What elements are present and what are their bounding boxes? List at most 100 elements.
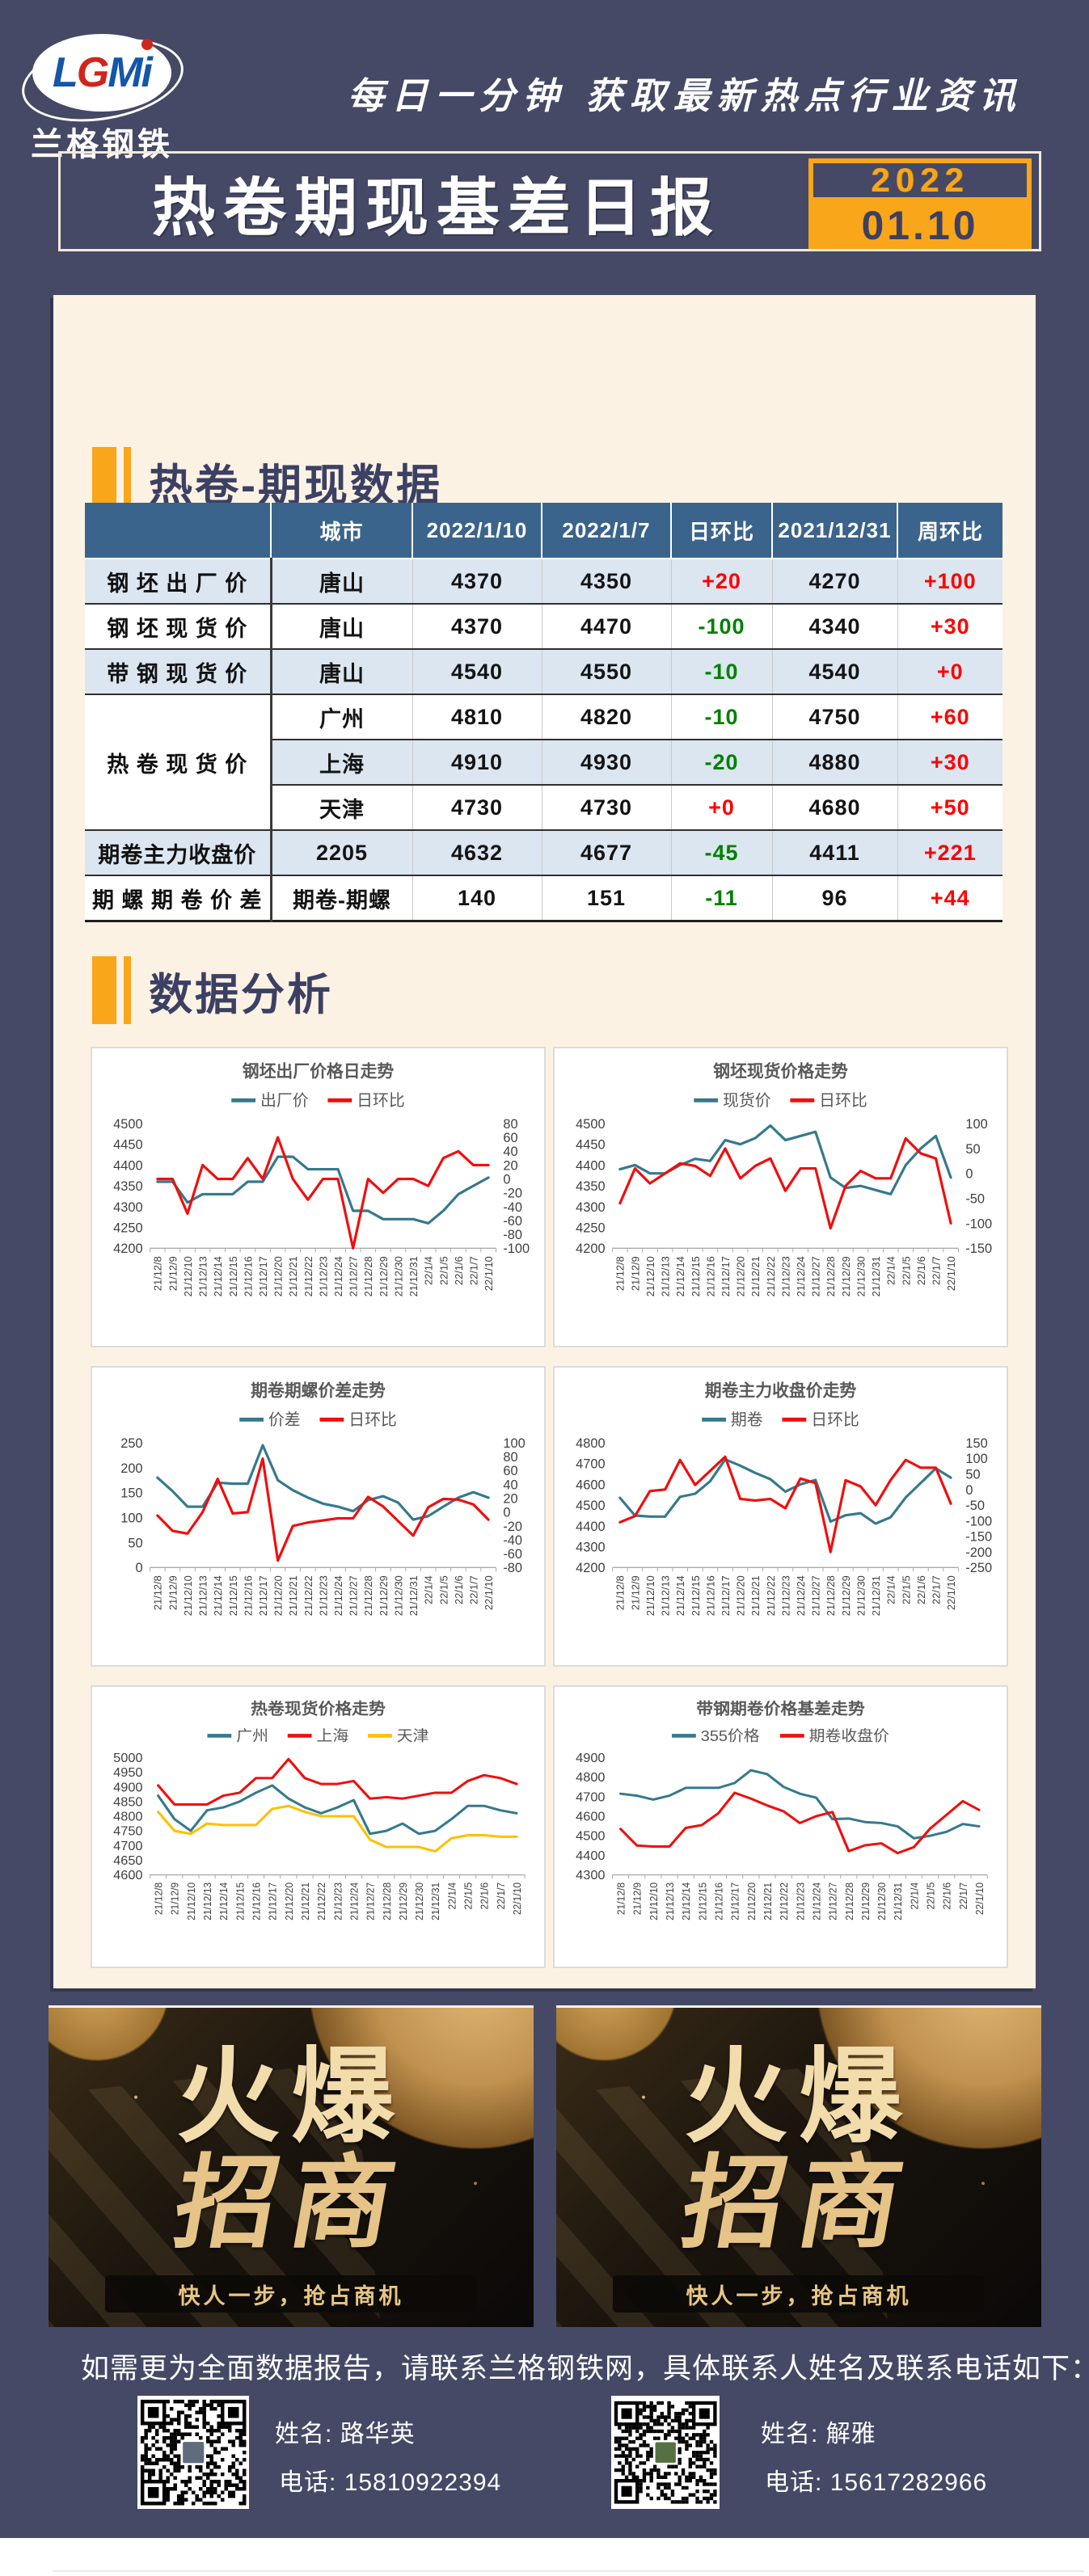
svg-text:天津: 天津 <box>397 1728 429 1745</box>
svg-text:21/12/21: 21/12/21 <box>287 1575 299 1616</box>
table-row: 带 钢 现 货 价唐山 4540 4550 -10 4540 +0 <box>85 648 1002 694</box>
svg-text:4900: 4900 <box>576 1752 606 1764</box>
svg-text:355价格: 355价格 <box>701 1728 760 1745</box>
svg-text:4600: 4600 <box>113 1870 143 1882</box>
svg-text:21/12/20: 21/12/20 <box>735 1256 747 1296</box>
svg-text:21/12/13: 21/12/13 <box>197 1256 209 1296</box>
promo-tagline: 快人一步，抢占商机 <box>686 2283 912 2308</box>
svg-text:50: 50 <box>965 1142 980 1157</box>
svg-text:21/12/28: 21/12/28 <box>843 1882 855 1920</box>
value-cell: 4680 <box>771 784 897 830</box>
report-date-box: 2022 01.10 <box>808 158 1032 249</box>
svg-text:21/12/30: 21/12/30 <box>855 1575 867 1616</box>
section-title: 数据分析 <box>149 970 333 1019</box>
chart-billet-spot-price: 钢坯现货价格走势 现货价 日环比 4500 4450 4400 4350 4300 4250 42… <box>553 1047 1008 1347</box>
logo-letter: L <box>53 49 78 96</box>
promo-banner: 火爆 招商 快人一步，抢占商机 <box>49 2005 534 2327</box>
svg-text:21/12/13: 21/12/13 <box>202 1882 213 1920</box>
promo-headline-1: 火爆 <box>175 2039 406 2155</box>
value-cell: -11 <box>670 875 772 921</box>
svg-text:100: 100 <box>503 1436 525 1451</box>
svg-text:21/12/22: 21/12/22 <box>302 1256 314 1296</box>
logo-lgmi-text: LGMi <box>53 39 154 97</box>
svg-text:22/1/6: 22/1/6 <box>479 1882 490 1910</box>
value-cell: 4677 <box>541 829 671 875</box>
svg-text:21/12/31: 21/12/31 <box>407 1256 420 1296</box>
value-cell: +0 <box>670 784 772 830</box>
svg-text:21/12/23: 21/12/23 <box>317 1575 329 1616</box>
svg-text:21/12/22: 21/12/22 <box>302 1575 314 1616</box>
svg-text:21/12/9: 21/12/9 <box>629 1256 641 1291</box>
svg-text:21/12/21: 21/12/21 <box>762 1882 774 1920</box>
svg-text:4350: 4350 <box>113 1179 142 1194</box>
value-cell: -10 <box>670 694 772 740</box>
row-label-cell: 钢 坯 出 厂 价 <box>85 558 272 604</box>
report-title: 热卷期现基差日报 <box>151 173 721 243</box>
svg-text:21/12/8: 21/12/8 <box>152 1256 164 1291</box>
svg-text:22/1/7: 22/1/7 <box>930 1256 942 1285</box>
row-label-cell: 钢 坯 现 货 价 <box>85 603 272 649</box>
svg-text:22/1/5: 22/1/5 <box>900 1256 912 1285</box>
svg-text:21/12/14: 21/12/14 <box>681 1882 692 1920</box>
price-table-body: 钢 坯 出 厂 价唐山 4370 4350 +20 4270 +100 钢 坯 现 货 价唐… <box>85 558 1002 921</box>
svg-text:21/12/14: 21/12/14 <box>674 1256 686 1296</box>
svg-text:21/12/28: 21/12/28 <box>381 1882 392 1920</box>
svg-text:期卷期螺价差走势: 期卷期螺价差走势 <box>251 1381 386 1401</box>
chart-hrc-spot-cities: 热卷现货价格走势 广州 上海 天津 5000 4950 4900 4850 4800 4750 47… <box>91 1685 546 1968</box>
value-cell: +30 <box>897 603 1002 649</box>
svg-text:21/12/21: 21/12/21 <box>300 1882 311 1920</box>
svg-text:4450: 4450 <box>576 1138 605 1153</box>
svg-text:21/12/13: 21/12/13 <box>197 1575 209 1616</box>
value-cell: 4370 <box>412 558 542 604</box>
city-cell: 唐山 <box>271 558 412 604</box>
table-header-cell: 2022/1/10 <box>412 503 542 559</box>
svg-text:4400: 4400 <box>576 1849 606 1862</box>
svg-text:-100: -100 <box>503 1242 530 1256</box>
section-header-analysis: 数据分析 <box>92 956 333 1024</box>
city-cell: 唐山 <box>271 603 412 649</box>
svg-text:40: 40 <box>503 1478 517 1492</box>
svg-text:4500: 4500 <box>113 1117 142 1132</box>
svg-text:21/12/24: 21/12/24 <box>332 1256 344 1296</box>
svg-text:广州: 广州 <box>236 1728 268 1745</box>
svg-text:4700: 4700 <box>576 1791 606 1804</box>
chart-hrc-futures-close: 期卷主力收盘价走势 期卷 日环比 4800 4700 4600 4500 4400 4300 42… <box>553 1366 1008 1667</box>
svg-text:4500: 4500 <box>576 1499 605 1513</box>
svg-text:21/12/24: 21/12/24 <box>332 1575 344 1616</box>
svg-text:21/12/21: 21/12/21 <box>749 1256 762 1296</box>
svg-text:21/12/23: 21/12/23 <box>779 1575 791 1616</box>
svg-text:22/1/10: 22/1/10 <box>512 1882 523 1915</box>
svg-text:21/12/17: 21/12/17 <box>720 1575 732 1616</box>
svg-text:-100: -100 <box>965 1216 992 1231</box>
svg-text:0: 0 <box>135 1561 142 1575</box>
city-cell: 上海 <box>271 739 412 785</box>
svg-text:上海: 上海 <box>317 1728 349 1745</box>
svg-text:4300: 4300 <box>576 1870 606 1882</box>
lange-steel-logo: LGMi 兰格钢铁 <box>29 34 223 165</box>
svg-text:22/1/10: 22/1/10 <box>974 1882 986 1915</box>
value-cell: 4550 <box>541 648 671 694</box>
svg-text:4700: 4700 <box>576 1457 605 1472</box>
svg-text:21/12/9: 21/12/9 <box>169 1882 180 1915</box>
value-cell: 4810 <box>412 694 542 740</box>
svg-text:21/12/30: 21/12/30 <box>392 1256 404 1296</box>
svg-text:0: 0 <box>965 1483 973 1498</box>
orange-bar-icon <box>92 956 116 1024</box>
value-cell: 4411 <box>771 829 897 875</box>
svg-text:21/12/10: 21/12/10 <box>648 1882 660 1920</box>
promo-tagline: 快人一步，抢占商机 <box>178 2283 404 2308</box>
svg-text:21/12/22: 21/12/22 <box>765 1575 777 1616</box>
svg-text:60: 60 <box>503 1131 517 1145</box>
svg-text:0: 0 <box>503 1173 510 1187</box>
value-cell: +0 <box>897 648 1002 694</box>
svg-text:100: 100 <box>965 1117 987 1132</box>
svg-text:21/12/20: 21/12/20 <box>272 1575 285 1616</box>
value-cell: +221 <box>897 829 1002 875</box>
svg-text:50: 50 <box>965 1468 980 1482</box>
svg-text:4450: 4450 <box>113 1138 142 1153</box>
svg-text:21/12/29: 21/12/29 <box>860 1882 872 1920</box>
city-cell: 天津 <box>271 784 412 830</box>
svg-text:21/12/31: 21/12/31 <box>430 1882 441 1920</box>
svg-text:21/12/16: 21/12/16 <box>704 1256 716 1296</box>
svg-text:21/12/22: 21/12/22 <box>316 1882 327 1920</box>
